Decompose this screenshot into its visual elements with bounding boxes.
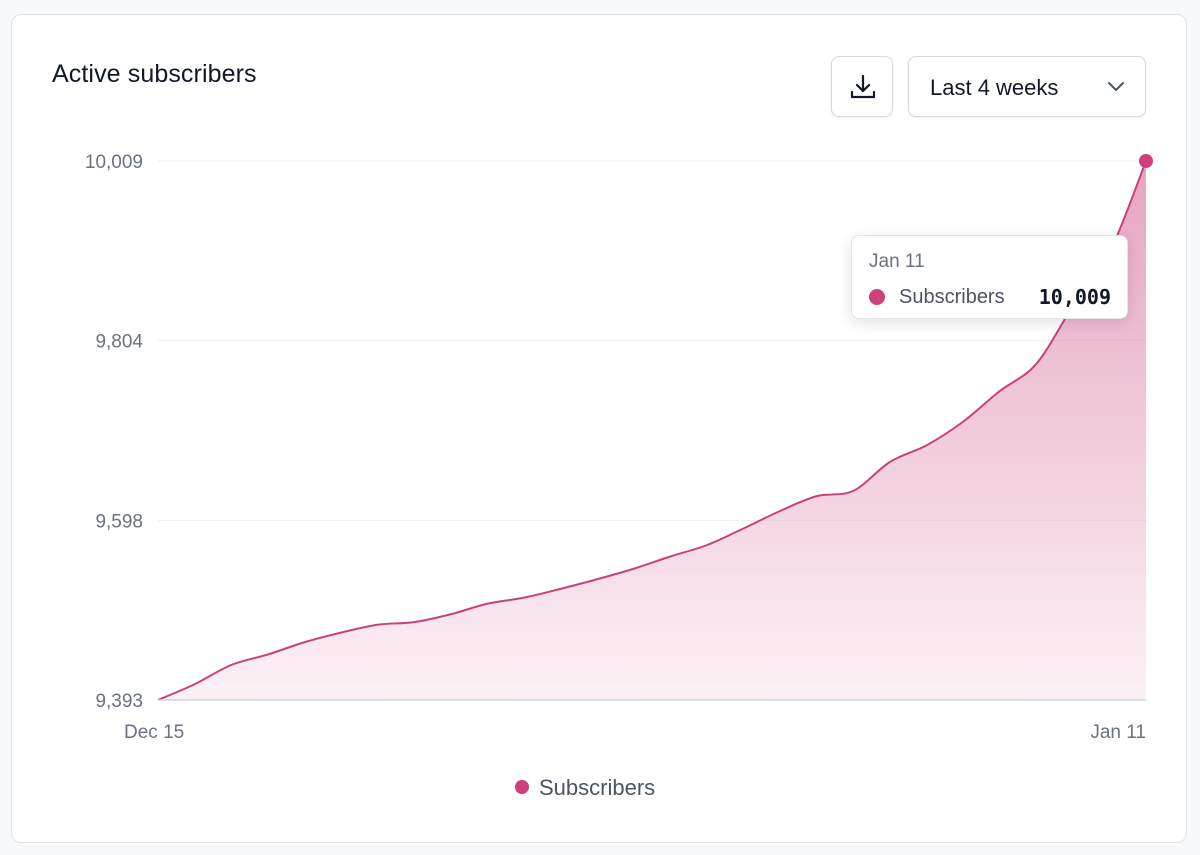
tooltip-value: 10,009 xyxy=(1038,285,1111,309)
x-tick-label: Dec 15 xyxy=(124,722,184,743)
download-button[interactable] xyxy=(831,56,893,117)
tooltip-series-label: Subscribers xyxy=(899,286,1005,308)
tooltip-date: Jan 11 xyxy=(869,251,925,272)
y-tick-label: 9,393 xyxy=(95,691,143,712)
legend-dot xyxy=(515,780,529,794)
series-line-subscribers xyxy=(157,160,1147,701)
y-tick-label: 9,804 xyxy=(95,331,143,352)
y-tick-label: 10,009 xyxy=(85,152,143,173)
y-tick-label: 9,598 xyxy=(95,512,143,533)
date-range-select[interactable]: Last 4 weeks xyxy=(908,56,1146,117)
chart-title: Active subscribers xyxy=(52,60,257,88)
chevron-down-icon xyxy=(1108,82,1124,91)
x-tick-label: Jan 11 xyxy=(1090,722,1146,743)
tooltip-series-dot xyxy=(869,289,885,305)
series-area-subscribers xyxy=(158,161,1146,700)
legend: Subscribers xyxy=(515,775,655,800)
hover-point[interactable] xyxy=(1139,154,1153,168)
download-icon xyxy=(850,74,876,99)
chart-tooltip: Jan 11 Subscribers 10,009 xyxy=(851,235,1128,319)
date-range-value: Last 4 weeks xyxy=(930,75,1059,100)
legend-label: Subscribers xyxy=(539,775,655,800)
